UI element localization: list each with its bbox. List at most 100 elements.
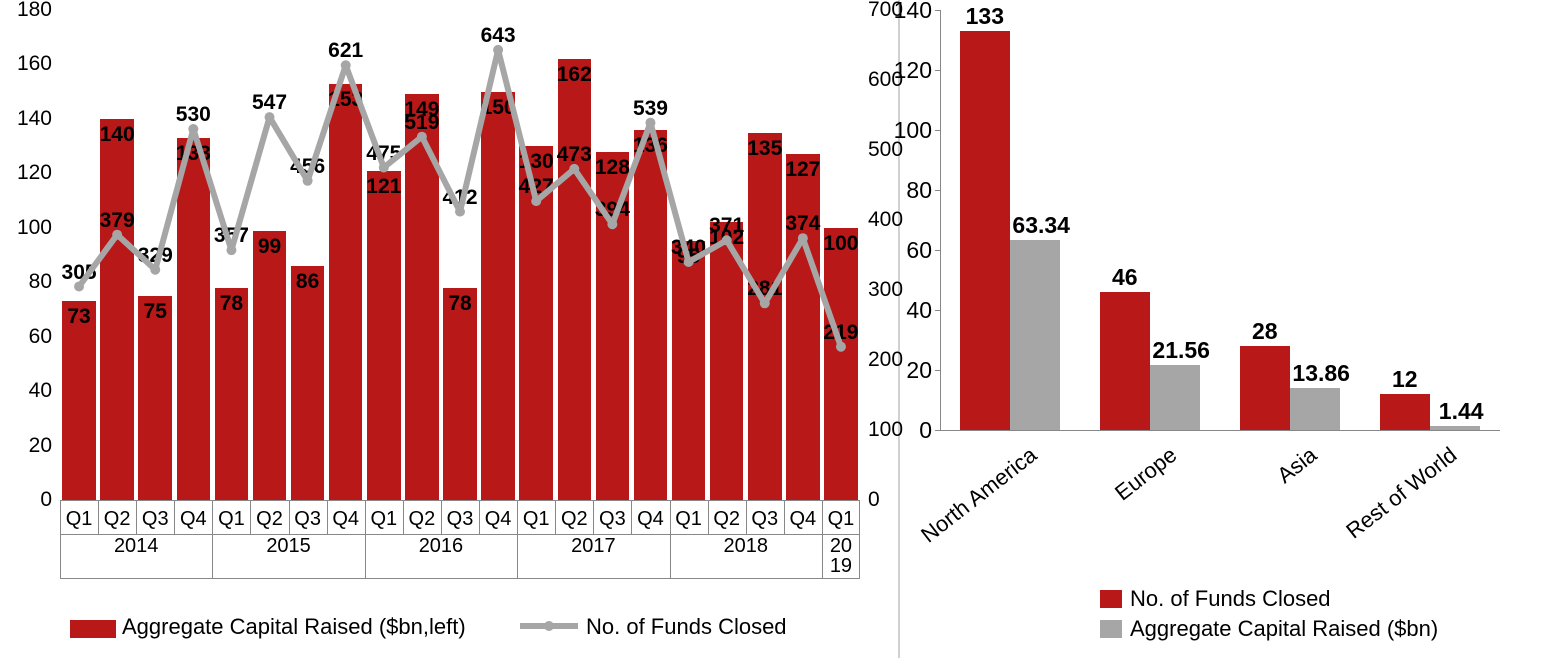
y-left-tick: 120: [17, 161, 52, 185]
bar-funds-label: 46: [1112, 264, 1138, 291]
y-left-tick: 20: [29, 434, 52, 458]
x-axis: [60, 500, 860, 501]
y-tick: 140: [894, 0, 932, 24]
bar-capital-label: 63.34: [1012, 212, 1070, 239]
legend-swatch-bar: [70, 620, 116, 638]
x-year-label: 20 19: [830, 536, 852, 576]
x-year-sep: [822, 534, 823, 578]
y-left-tick: 180: [17, 0, 52, 22]
x-border: [60, 500, 61, 578]
x-quarter-label: Q2: [256, 508, 283, 531]
line-value-label: 357: [214, 224, 249, 248]
line-value-label: 374: [785, 212, 820, 236]
bar: [177, 138, 211, 500]
x-sep: [746, 500, 747, 534]
bar-funds: [1100, 292, 1150, 430]
y-left-tick: 0: [40, 488, 52, 512]
line-value-label: 519: [404, 111, 439, 135]
x-year-label: 2015: [266, 536, 311, 556]
x-quarter-label: Q3: [599, 508, 626, 531]
bar-funds: [1380, 394, 1430, 430]
line-value-label: 643: [481, 24, 516, 48]
x-year-label: 2016: [419, 536, 464, 556]
legend-swatch-funds: [1100, 590, 1122, 608]
bar: [100, 119, 134, 500]
x-quarter-label: Q4: [180, 508, 207, 531]
bar-funds: [960, 31, 1010, 430]
y-left-tick: 160: [17, 52, 52, 76]
bar: [62, 301, 96, 500]
bar-value-label: 78: [448, 292, 471, 316]
legend-bar-label: Aggregate Capital Raised ($bn,left): [122, 614, 466, 640]
bar-capital: [1150, 365, 1200, 430]
x-sep: [289, 500, 290, 534]
x-quarter-label: Q3: [447, 508, 474, 531]
x-sep: [631, 500, 632, 534]
x-sep: [212, 500, 213, 534]
line-value-label: 475: [366, 142, 401, 166]
bar-funds-label: 28: [1252, 318, 1278, 345]
x-sep: [174, 500, 175, 534]
line-value-label: 530: [176, 103, 211, 127]
x-sep: [365, 500, 366, 534]
y-tick: 120: [894, 57, 932, 84]
legend-funds-label: No. of Funds Closed: [1130, 586, 1331, 612]
x-sep: [136, 500, 137, 534]
x-quarter-label: Q2: [713, 508, 740, 531]
x-year-label: 2018: [723, 536, 768, 556]
y-tick: 0: [919, 417, 932, 444]
x-quarter-label: Q1: [523, 508, 550, 531]
x-category-label: Rest of World: [1341, 442, 1462, 544]
bar: [329, 84, 363, 501]
line-value-label: 473: [557, 143, 592, 167]
bar-value-label: 133: [176, 142, 211, 166]
x-sep: [327, 500, 328, 534]
x-quarter-label: Q1: [828, 508, 855, 531]
x-sep: [784, 500, 785, 534]
bar: [138, 296, 172, 500]
bar-value-label: 100: [823, 232, 858, 256]
x-sep: [555, 500, 556, 534]
x-border: [60, 578, 860, 579]
bar: [443, 288, 477, 500]
x-year-sep: [212, 534, 213, 578]
legend-capital-label: Aggregate Capital Raised ($bn): [1130, 616, 1438, 642]
x-sep: [822, 500, 823, 534]
bar-value-label: 128: [595, 156, 630, 180]
bar-value-label: 127: [785, 158, 820, 182]
bar: [481, 92, 515, 500]
bar-funds-label: 133: [966, 3, 1004, 30]
bar: [367, 171, 401, 500]
bar-value-label: 153: [328, 88, 363, 112]
y-left-tick: 140: [17, 107, 52, 131]
x-sep: [250, 500, 251, 534]
bar-capital-label: 13.86: [1292, 360, 1350, 387]
bar-funds-label: 12: [1392, 366, 1418, 393]
x-sep: [517, 500, 518, 534]
x-sep: [98, 500, 99, 534]
line-value-label: 427: [519, 175, 554, 199]
bar: [748, 133, 782, 501]
x-quarter-label: Q3: [142, 508, 169, 531]
x-category-label: Europe: [1110, 442, 1182, 506]
x-quarter-label: Q3: [751, 508, 778, 531]
line-value-label: 621: [328, 39, 363, 63]
bar: [558, 59, 592, 500]
x-border: [859, 500, 860, 578]
x-sep: [670, 500, 671, 534]
bar-funds: [1240, 346, 1290, 430]
y-right-tick: 400: [868, 208, 903, 232]
bar: [710, 222, 744, 500]
x-sep: [441, 500, 442, 534]
bar-value-label: 136: [633, 134, 668, 158]
x-sep: [708, 500, 709, 534]
line-value-label: 394: [595, 198, 630, 222]
bar-value-label: 130: [519, 150, 554, 174]
y-axis: [940, 10, 941, 430]
bar: [634, 130, 668, 500]
y-tick: 60: [906, 237, 932, 264]
x-year-sep: [517, 534, 518, 578]
bar-value-label: 99: [258, 235, 281, 259]
x-quarter-label: Q1: [370, 508, 397, 531]
line-value-label: 219: [823, 321, 858, 345]
